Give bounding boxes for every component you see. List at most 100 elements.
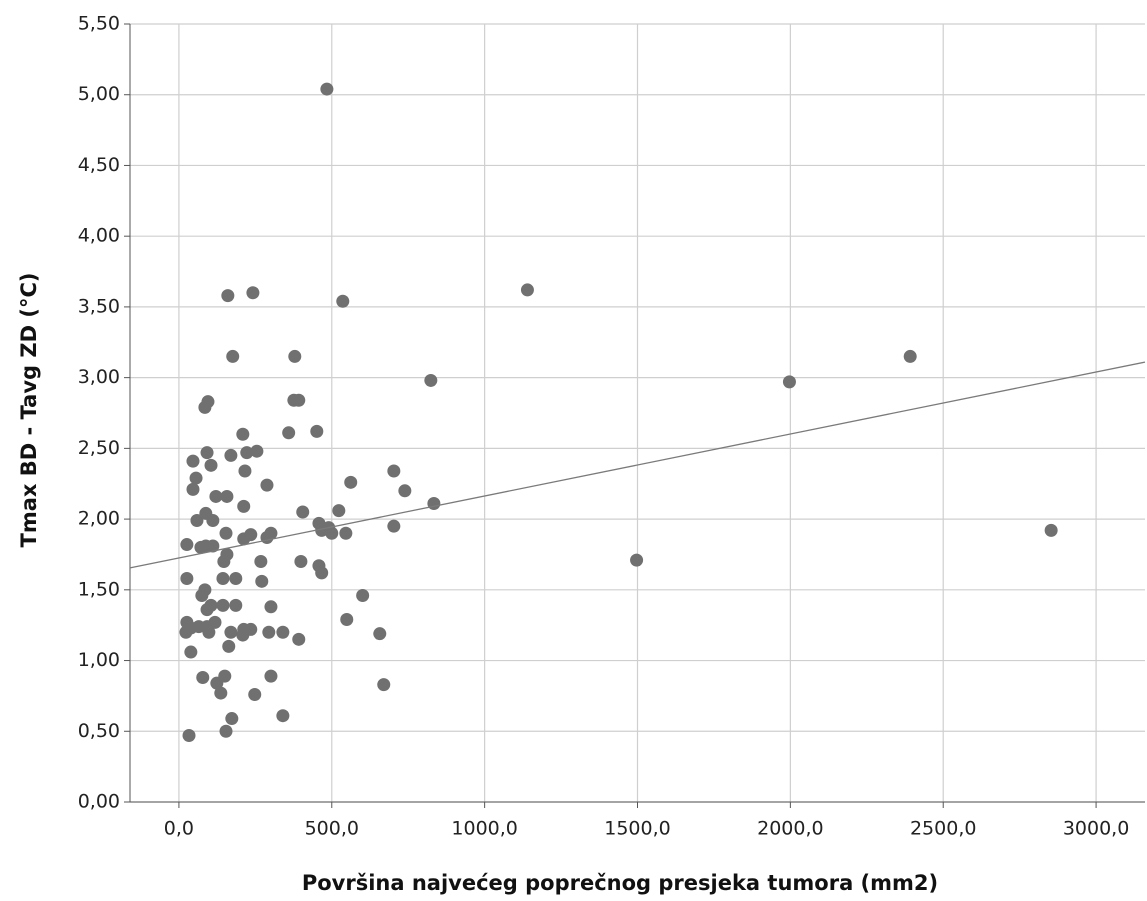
point <box>216 598 230 612</box>
point <box>250 444 264 458</box>
point <box>246 286 260 300</box>
point <box>225 712 239 726</box>
point <box>198 400 212 414</box>
y-tick-label: 5,50 <box>78 13 120 35</box>
point <box>292 632 306 646</box>
point <box>630 553 644 567</box>
y-tick-label: 2,50 <box>78 437 120 459</box>
point <box>219 724 233 738</box>
point <box>186 482 200 496</box>
point <box>216 572 230 586</box>
point <box>202 625 216 639</box>
point <box>292 393 306 407</box>
point <box>373 627 387 641</box>
point <box>210 676 224 690</box>
x-tick-label: 2500,0 <box>910 818 976 840</box>
point <box>264 600 278 614</box>
point <box>224 448 238 462</box>
y-tick-label: 2,00 <box>78 508 120 530</box>
point <box>424 373 438 387</box>
point <box>238 464 252 478</box>
x-axis-title: Površina najvećeg poprečnog presjeka tum… <box>302 871 938 895</box>
point <box>296 505 310 519</box>
point <box>180 538 194 552</box>
point <box>237 499 251 513</box>
point <box>244 528 258 542</box>
point <box>204 458 218 472</box>
point <box>186 454 200 468</box>
point <box>903 349 917 363</box>
point <box>315 566 329 580</box>
point <box>190 514 204 528</box>
y-axis-title: Tmax BD - Tavg ZD (°C) <box>17 273 41 548</box>
point <box>260 478 274 492</box>
point <box>200 603 214 617</box>
point <box>262 625 276 639</box>
point <box>255 574 269 588</box>
x-tick-label: 1500,0 <box>604 818 670 840</box>
point <box>236 628 250 642</box>
point <box>377 678 391 692</box>
point <box>224 625 238 639</box>
point <box>387 519 401 533</box>
point <box>229 572 243 586</box>
point <box>294 555 308 569</box>
y-tick-label: 0,50 <box>78 720 120 742</box>
point <box>240 446 254 460</box>
point <box>236 427 250 441</box>
point <box>220 489 234 503</box>
point <box>387 464 401 478</box>
point <box>264 526 278 540</box>
point <box>264 669 278 683</box>
point <box>209 489 223 503</box>
y-tick-label: 3,00 <box>78 366 120 388</box>
point <box>398 484 412 498</box>
x-tick-label: 1000,0 <box>451 818 517 840</box>
point <box>226 349 240 363</box>
point <box>222 639 236 653</box>
x-tick-label: 0,0 <box>164 818 194 840</box>
point <box>206 539 220 553</box>
point <box>196 671 210 685</box>
point <box>180 572 194 586</box>
point <box>221 289 235 303</box>
point <box>340 613 354 627</box>
y-tick-label: 4,50 <box>78 154 120 176</box>
point <box>229 598 243 612</box>
point <box>254 555 268 569</box>
point <box>182 729 196 743</box>
x-tick-label: 2000,0 <box>757 818 823 840</box>
point <box>356 588 370 602</box>
fit-line <box>129 361 1146 569</box>
y-tick-label: 3,50 <box>78 295 120 317</box>
x-tick-label: 3000,0 <box>1063 818 1129 840</box>
point <box>310 424 324 438</box>
point <box>1044 523 1058 537</box>
y-tick-label: 1,00 <box>78 649 120 671</box>
point <box>782 375 796 389</box>
point <box>339 526 353 540</box>
point <box>189 471 203 485</box>
point <box>217 555 231 569</box>
point <box>179 625 193 639</box>
y-tick-label: 4,00 <box>78 225 120 247</box>
point <box>282 426 296 440</box>
point <box>427 497 441 511</box>
point <box>219 526 233 540</box>
point <box>320 82 334 96</box>
point <box>276 709 290 723</box>
x-tick-label: 500,0 <box>305 818 359 840</box>
y-tick-label: 0,00 <box>78 791 120 813</box>
point <box>288 349 302 363</box>
point <box>325 526 339 540</box>
point <box>336 294 350 308</box>
point <box>520 283 534 297</box>
point <box>332 504 346 518</box>
y-tick-label: 1,50 <box>78 578 120 600</box>
point <box>206 514 220 528</box>
point <box>214 686 228 700</box>
point <box>276 625 290 639</box>
point <box>248 687 262 701</box>
point <box>195 588 209 602</box>
